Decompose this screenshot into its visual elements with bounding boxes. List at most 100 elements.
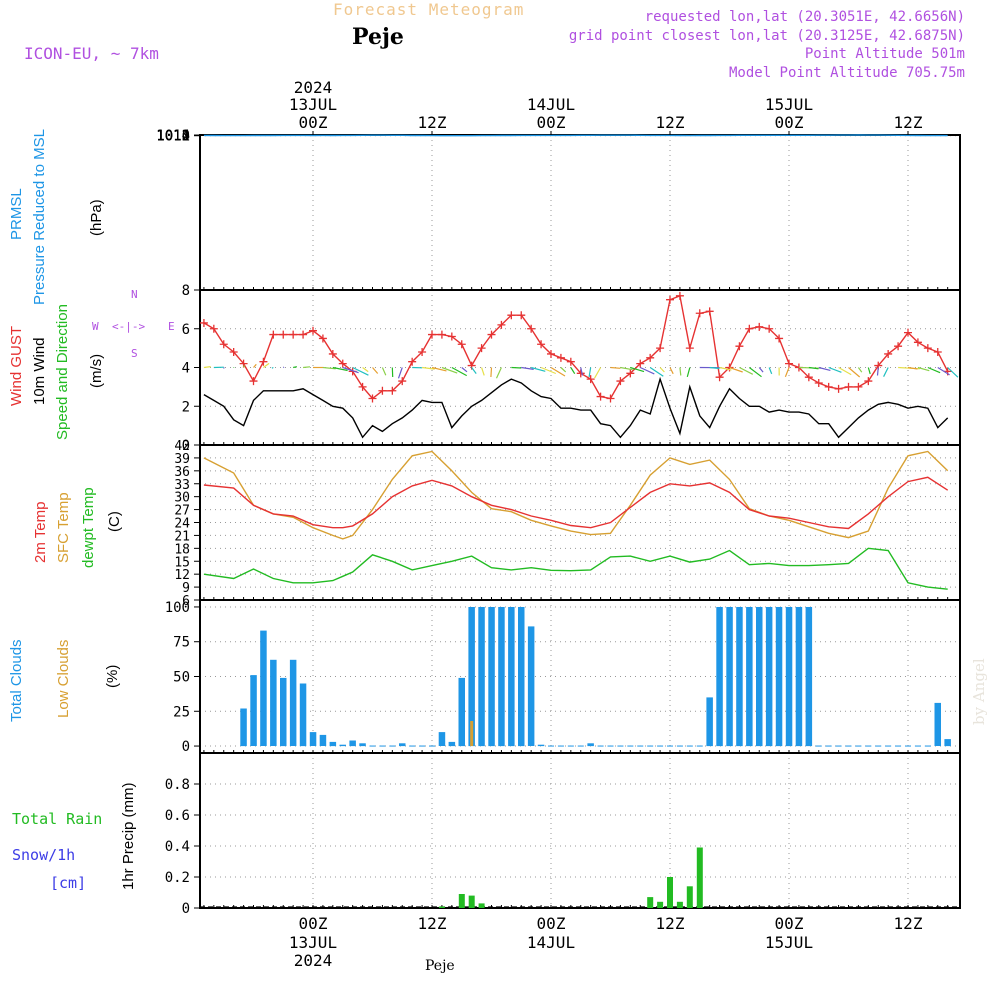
cloud-bar-total <box>775 607 783 747</box>
gust-line-point <box>844 382 853 391</box>
y-tick-label: 39 <box>174 452 190 467</box>
wind-direction-arrow <box>867 367 871 375</box>
gust-line-point <box>209 324 218 333</box>
wind-direction-arrow <box>659 367 665 373</box>
cloud-bar-total <box>537 744 545 747</box>
wind-direction-arrow <box>808 366 819 370</box>
gust-line-point <box>279 330 288 339</box>
cloud-bar-total <box>478 607 485 747</box>
bottom-hour-label: 00Z <box>299 914 328 933</box>
wind-direction-arrow <box>729 366 743 373</box>
gust-line-point <box>477 344 486 353</box>
wind-direction-arrow <box>748 367 762 378</box>
wind-direction-arrow <box>495 367 502 379</box>
wind-direction-arrow <box>461 367 468 373</box>
top-hour-label: 00Z <box>537 113 566 132</box>
gust-line-point <box>834 384 843 393</box>
wind-direction-arrow <box>332 366 348 372</box>
y-tick-label: 8 <box>182 283 190 299</box>
top-hour-label: 00Z <box>775 113 804 132</box>
gust-line-point <box>457 340 466 349</box>
wind-direction-arrow <box>883 367 889 377</box>
bottom-hour-label: 12Z <box>418 914 447 933</box>
gust-line-point <box>596 392 605 401</box>
gust-line-point <box>586 375 595 384</box>
gust-line-point <box>418 348 427 356</box>
wind-direction-arrow <box>570 367 576 375</box>
cloud-bar-total <box>319 734 327 746</box>
wind-direction-arrow <box>381 367 387 376</box>
cloud-bar-total <box>458 677 465 747</box>
wind-direction-arrow <box>372 367 379 374</box>
gridpoint-coords: grid point closest lon,lat (20.3125E, 42… <box>568 28 965 44</box>
gust-line-point <box>566 357 575 366</box>
gust-line-point <box>884 349 893 358</box>
snow-label: Snow/1h <box>12 846 76 864</box>
wind-direction-arrow <box>322 366 336 370</box>
gust-line-point <box>666 295 674 304</box>
bottom-hour-label: 00Z <box>775 914 804 933</box>
gust-line-point <box>328 349 337 358</box>
gust-line-point <box>804 373 813 382</box>
gust-line-point <box>824 382 833 391</box>
gust-line-point <box>606 394 615 403</box>
y-tick-label: 42 <box>174 439 190 454</box>
rain-bar <box>647 897 654 908</box>
wind-direction-arrow <box>679 367 682 376</box>
y-tick-label: 12 <box>174 568 190 583</box>
y-tick-label: 0 <box>182 901 190 917</box>
wind-direction-arrow <box>620 366 633 371</box>
wind-direction-arrow <box>594 367 602 379</box>
wind-direction-arrow <box>342 366 359 374</box>
y-tick-label: 1013 <box>156 128 190 144</box>
wind-direction-arrow <box>451 366 467 377</box>
rain-bar <box>686 886 693 908</box>
wind-direction-arrow <box>243 365 245 368</box>
top-hour-label: 00Z <box>299 113 328 132</box>
gust-line-point <box>775 334 784 343</box>
wind-direction-arrow <box>588 367 592 378</box>
sfc-temp-line <box>203 450 949 540</box>
y-tick-label: 9 <box>182 581 190 596</box>
cloud-bar-total <box>329 741 337 747</box>
y-tick-label: 75 <box>173 635 190 651</box>
bottom-date-label: 15JUL <box>765 933 813 952</box>
gust-line-point <box>646 353 655 362</box>
total-rain-label: Total Rain <box>12 810 103 828</box>
gust-line-point <box>487 330 496 339</box>
y-tick-label: 4 <box>182 361 190 377</box>
wind-direction-arrow <box>397 367 403 379</box>
gust-line-point <box>517 311 526 320</box>
cloud-bar-total <box>498 607 505 747</box>
gust-line-point <box>398 377 407 386</box>
gust-line-point <box>289 330 298 339</box>
gust-line-point <box>318 334 327 343</box>
wind-direction-arrow <box>540 366 557 375</box>
wind-direction-arrow <box>784 367 790 378</box>
rain-bar <box>657 901 664 908</box>
cloud-bar-total <box>527 626 535 746</box>
gust-line-point <box>408 357 417 366</box>
y-tick-label: 1014 <box>156 128 190 144</box>
gust-line-point <box>378 386 387 395</box>
wind-direction-arrow <box>630 366 645 373</box>
gust-line-point <box>229 348 238 356</box>
gust-line-point <box>358 382 367 391</box>
cloud-bar-total <box>260 630 267 746</box>
gust-line-point <box>447 332 456 341</box>
cloud-bar-total <box>934 702 941 746</box>
gust-line-point <box>785 359 793 368</box>
cloud-bar-total <box>438 732 446 746</box>
gust-line-point <box>388 386 397 395</box>
model-altitude: Model Point Altitude 705.75m <box>728 65 965 81</box>
wind-direction-arrow <box>531 366 546 372</box>
wind-direction-arrow <box>481 367 485 376</box>
wind-direction-arrow <box>580 367 584 376</box>
cloud-bar-total <box>240 708 247 747</box>
y-tick-label: 30 <box>174 491 190 506</box>
gust-line-point <box>527 324 536 333</box>
top-date-label: 14JUL <box>527 95 575 114</box>
gust-line-point <box>507 311 516 320</box>
bottom-hour-label: 12Z <box>656 914 685 933</box>
cloud-bar-total <box>250 675 257 746</box>
